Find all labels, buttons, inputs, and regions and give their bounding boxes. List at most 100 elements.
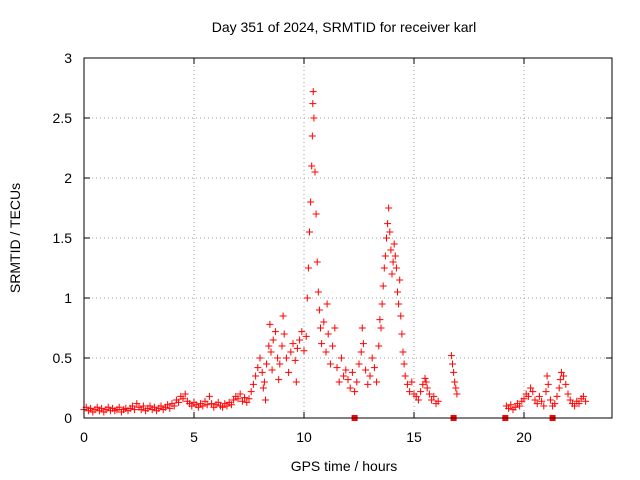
data-point bbox=[344, 376, 352, 384]
data-point bbox=[314, 288, 322, 296]
data-point bbox=[560, 372, 568, 380]
data-point bbox=[359, 340, 367, 348]
y-axis-label: SRMTID / TECUs bbox=[7, 183, 23, 293]
data-point bbox=[309, 100, 317, 108]
data-point bbox=[291, 356, 299, 364]
data-point bbox=[542, 388, 550, 396]
data-point bbox=[258, 368, 266, 376]
data-point bbox=[388, 270, 396, 278]
data-point bbox=[346, 384, 354, 392]
data-point bbox=[342, 366, 350, 374]
data-point bbox=[133, 400, 141, 408]
data-point bbox=[551, 400, 559, 408]
data-point bbox=[421, 374, 429, 382]
data-point bbox=[93, 403, 101, 411]
data-point bbox=[175, 398, 183, 406]
data-point bbox=[322, 348, 330, 356]
data-point bbox=[271, 328, 279, 336]
data-point bbox=[302, 332, 310, 340]
data-point bbox=[298, 328, 306, 336]
data-point bbox=[335, 378, 343, 386]
data-point bbox=[575, 400, 583, 408]
x-tick-label: 0 bbox=[80, 429, 88, 445]
data-point bbox=[556, 376, 564, 384]
data-point bbox=[403, 380, 411, 388]
plot-frame bbox=[83, 57, 613, 419]
data-point bbox=[535, 392, 543, 400]
data-point bbox=[527, 384, 535, 392]
y-tick-label: 1.5 bbox=[53, 230, 73, 246]
data-point bbox=[337, 354, 345, 362]
data-point bbox=[306, 228, 313, 236]
data-point bbox=[555, 384, 563, 392]
chart-title: Day 351 of 2024, SRMTID for receiver kar… bbox=[212, 19, 477, 35]
data-point bbox=[238, 397, 246, 405]
data-point bbox=[507, 401, 515, 409]
data-point bbox=[275, 376, 283, 384]
data-point bbox=[381, 252, 389, 260]
data-point bbox=[423, 384, 431, 392]
data-point bbox=[262, 396, 269, 404]
data-point bbox=[256, 354, 264, 362]
data-point bbox=[199, 402, 207, 410]
data-point bbox=[401, 372, 409, 380]
x-tick-label: 10 bbox=[296, 429, 312, 445]
data-point bbox=[417, 388, 425, 396]
x-tick-label: 20 bbox=[516, 429, 532, 445]
data-point bbox=[303, 294, 311, 302]
data-point bbox=[351, 388, 359, 396]
data-point bbox=[241, 394, 249, 402]
y-tick-label: 0 bbox=[64, 410, 72, 426]
data-point bbox=[137, 406, 145, 414]
data-point bbox=[543, 372, 551, 380]
data-point bbox=[170, 402, 178, 410]
data-point bbox=[452, 384, 460, 392]
data-point bbox=[447, 352, 455, 360]
data-point bbox=[566, 396, 574, 404]
data-point bbox=[394, 288, 401, 296]
data-point bbox=[453, 390, 461, 398]
data-point bbox=[540, 402, 548, 410]
data-point bbox=[254, 364, 262, 372]
data-point bbox=[348, 368, 356, 376]
data-point bbox=[98, 404, 106, 412]
data-point bbox=[414, 396, 422, 404]
y-tick-label: 0.5 bbox=[53, 350, 73, 366]
data-point bbox=[312, 210, 320, 218]
data-point bbox=[376, 316, 384, 324]
data-point bbox=[373, 378, 381, 386]
data-point bbox=[304, 264, 312, 272]
data-point bbox=[364, 380, 372, 388]
data-point bbox=[268, 366, 276, 374]
data-point bbox=[428, 396, 436, 404]
data-point bbox=[529, 388, 537, 396]
data-point bbox=[300, 347, 308, 355]
data-point bbox=[571, 402, 579, 410]
data-point bbox=[311, 168, 319, 176]
data-point bbox=[368, 354, 376, 362]
data-point bbox=[396, 276, 404, 284]
data-point bbox=[538, 397, 546, 405]
data-point bbox=[230, 396, 238, 404]
data-point bbox=[131, 406, 139, 414]
data-point bbox=[389, 258, 397, 266]
data-point bbox=[383, 234, 390, 242]
data-point bbox=[385, 204, 393, 212]
data-point bbox=[266, 320, 274, 328]
data-point bbox=[243, 398, 251, 406]
data-point bbox=[397, 312, 405, 320]
x-tick-label: 15 bbox=[406, 429, 422, 445]
data-point bbox=[355, 360, 363, 368]
data-point bbox=[115, 403, 123, 411]
data-point bbox=[219, 403, 227, 411]
data-point bbox=[380, 264, 388, 272]
data-point bbox=[278, 342, 286, 350]
data-point bbox=[201, 397, 209, 405]
data-point bbox=[329, 342, 337, 350]
y-tick-label: 2 bbox=[64, 170, 72, 186]
data-point bbox=[308, 162, 316, 170]
data-point bbox=[544, 380, 552, 388]
data-point bbox=[317, 324, 324, 332]
data-point bbox=[395, 300, 403, 308]
data-point bbox=[234, 395, 242, 403]
